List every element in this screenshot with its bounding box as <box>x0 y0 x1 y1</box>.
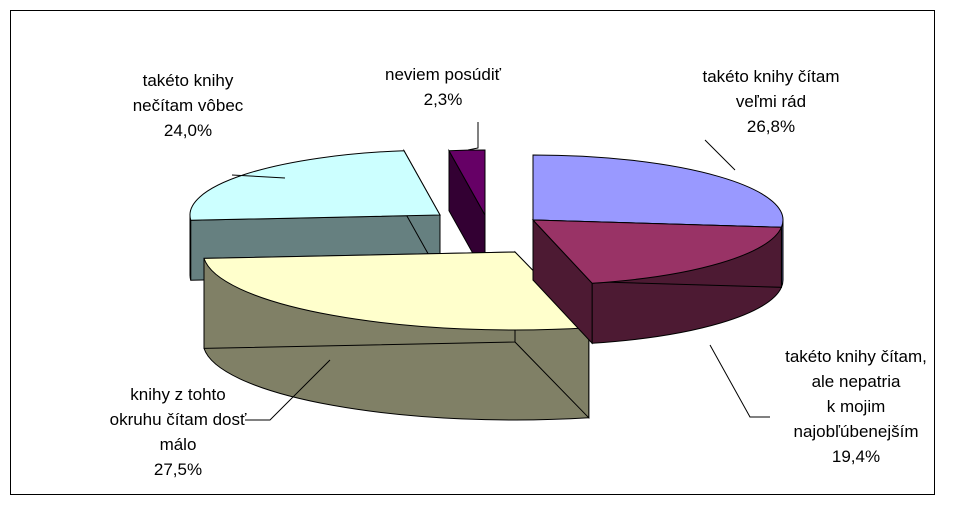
data-label-text: takéto knihy čítam, <box>785 347 927 366</box>
leader-line <box>709 344 770 418</box>
data-label-value: 24,0% <box>164 121 212 140</box>
pie-slice-top <box>532 154 784 228</box>
data-label-text: málo <box>160 435 197 454</box>
data-label-text: veľmi rád <box>736 92 806 111</box>
pie-slice-2 <box>531 218 783 345</box>
pie-slice-top <box>203 251 590 331</box>
leader-line <box>245 359 331 421</box>
data-label-value: 26,8% <box>747 117 795 136</box>
data-label-text: ale nepatria <box>812 372 901 391</box>
data-label-value: 2,3% <box>424 90 463 109</box>
data-label-text: najobľúbenejším <box>794 422 919 441</box>
data-label-text: neviem posúdiť <box>385 65 502 84</box>
leader-line <box>231 174 286 179</box>
data-label-text: knihy z tohto <box>130 385 225 404</box>
pie-slice-top <box>189 150 441 221</box>
data-label-value: 19,4% <box>832 447 880 466</box>
pie-slice-top <box>448 149 486 217</box>
data-label-value: 27,5% <box>154 460 202 479</box>
leader-line <box>704 139 736 171</box>
data-label-text: takéto knihy <box>143 71 234 90</box>
data-label-text: okruhu čítam dosť <box>110 410 247 429</box>
data-label-text: nečítam vôbec <box>133 96 244 115</box>
pie-slice-3 <box>203 250 590 421</box>
pie-slice-top <box>531 219 783 284</box>
data-label-text: k mojim <box>827 397 886 416</box>
data-label-text: takéto knihy čítam <box>702 67 839 86</box>
leader-line <box>467 122 479 151</box>
